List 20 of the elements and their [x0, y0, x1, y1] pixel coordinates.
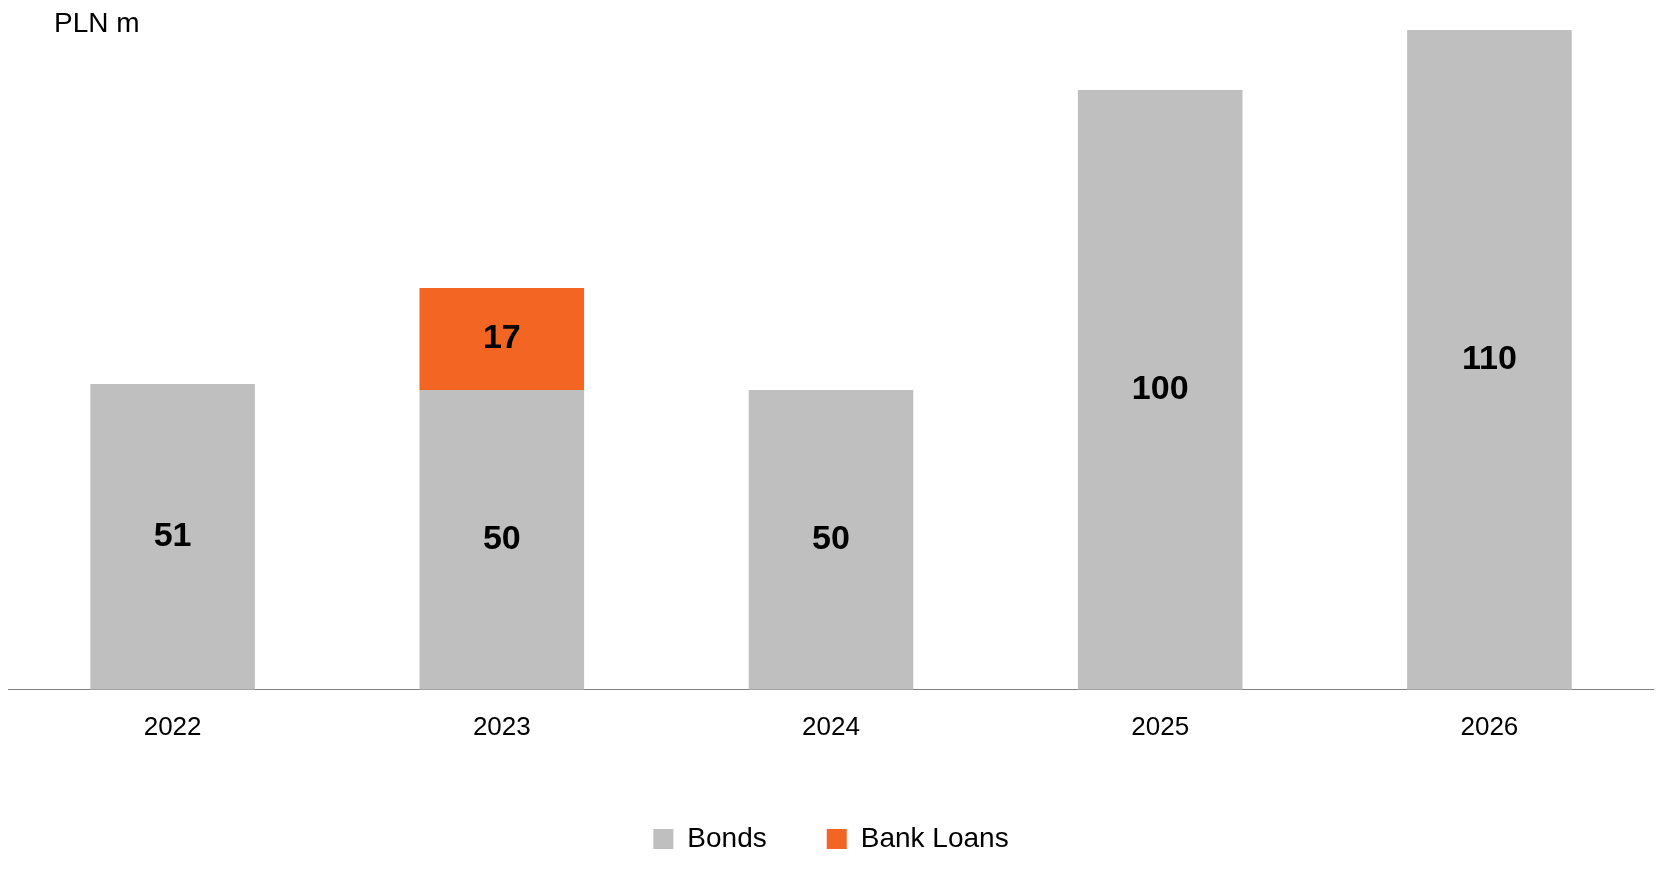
x-tick-label: 2023: [472, 710, 531, 741]
data-label: 17: [482, 317, 521, 356]
bar: [1407, 30, 1572, 690]
bar: [90, 383, 255, 690]
data-label: 110: [1461, 338, 1517, 377]
bar: [1077, 89, 1243, 690]
legend-label: Bonds: [687, 821, 767, 853]
bar: [419, 389, 585, 690]
x-tick-label: 2026: [1460, 710, 1519, 741]
data-label: 50: [812, 518, 850, 557]
legend-label: Bank Loans: [860, 821, 1009, 853]
data-label: 51: [153, 515, 192, 554]
data-label: 50: [482, 518, 521, 557]
x-tick-label: 2025: [1131, 710, 1190, 741]
data-label: 100: [1131, 368, 1189, 407]
x-tick-label: 2022: [143, 710, 202, 741]
bar: [748, 389, 914, 690]
bar: [419, 287, 585, 390]
y-axis-title: PLN m: [54, 6, 140, 38]
x-tick-label: 2024: [802, 710, 860, 741]
